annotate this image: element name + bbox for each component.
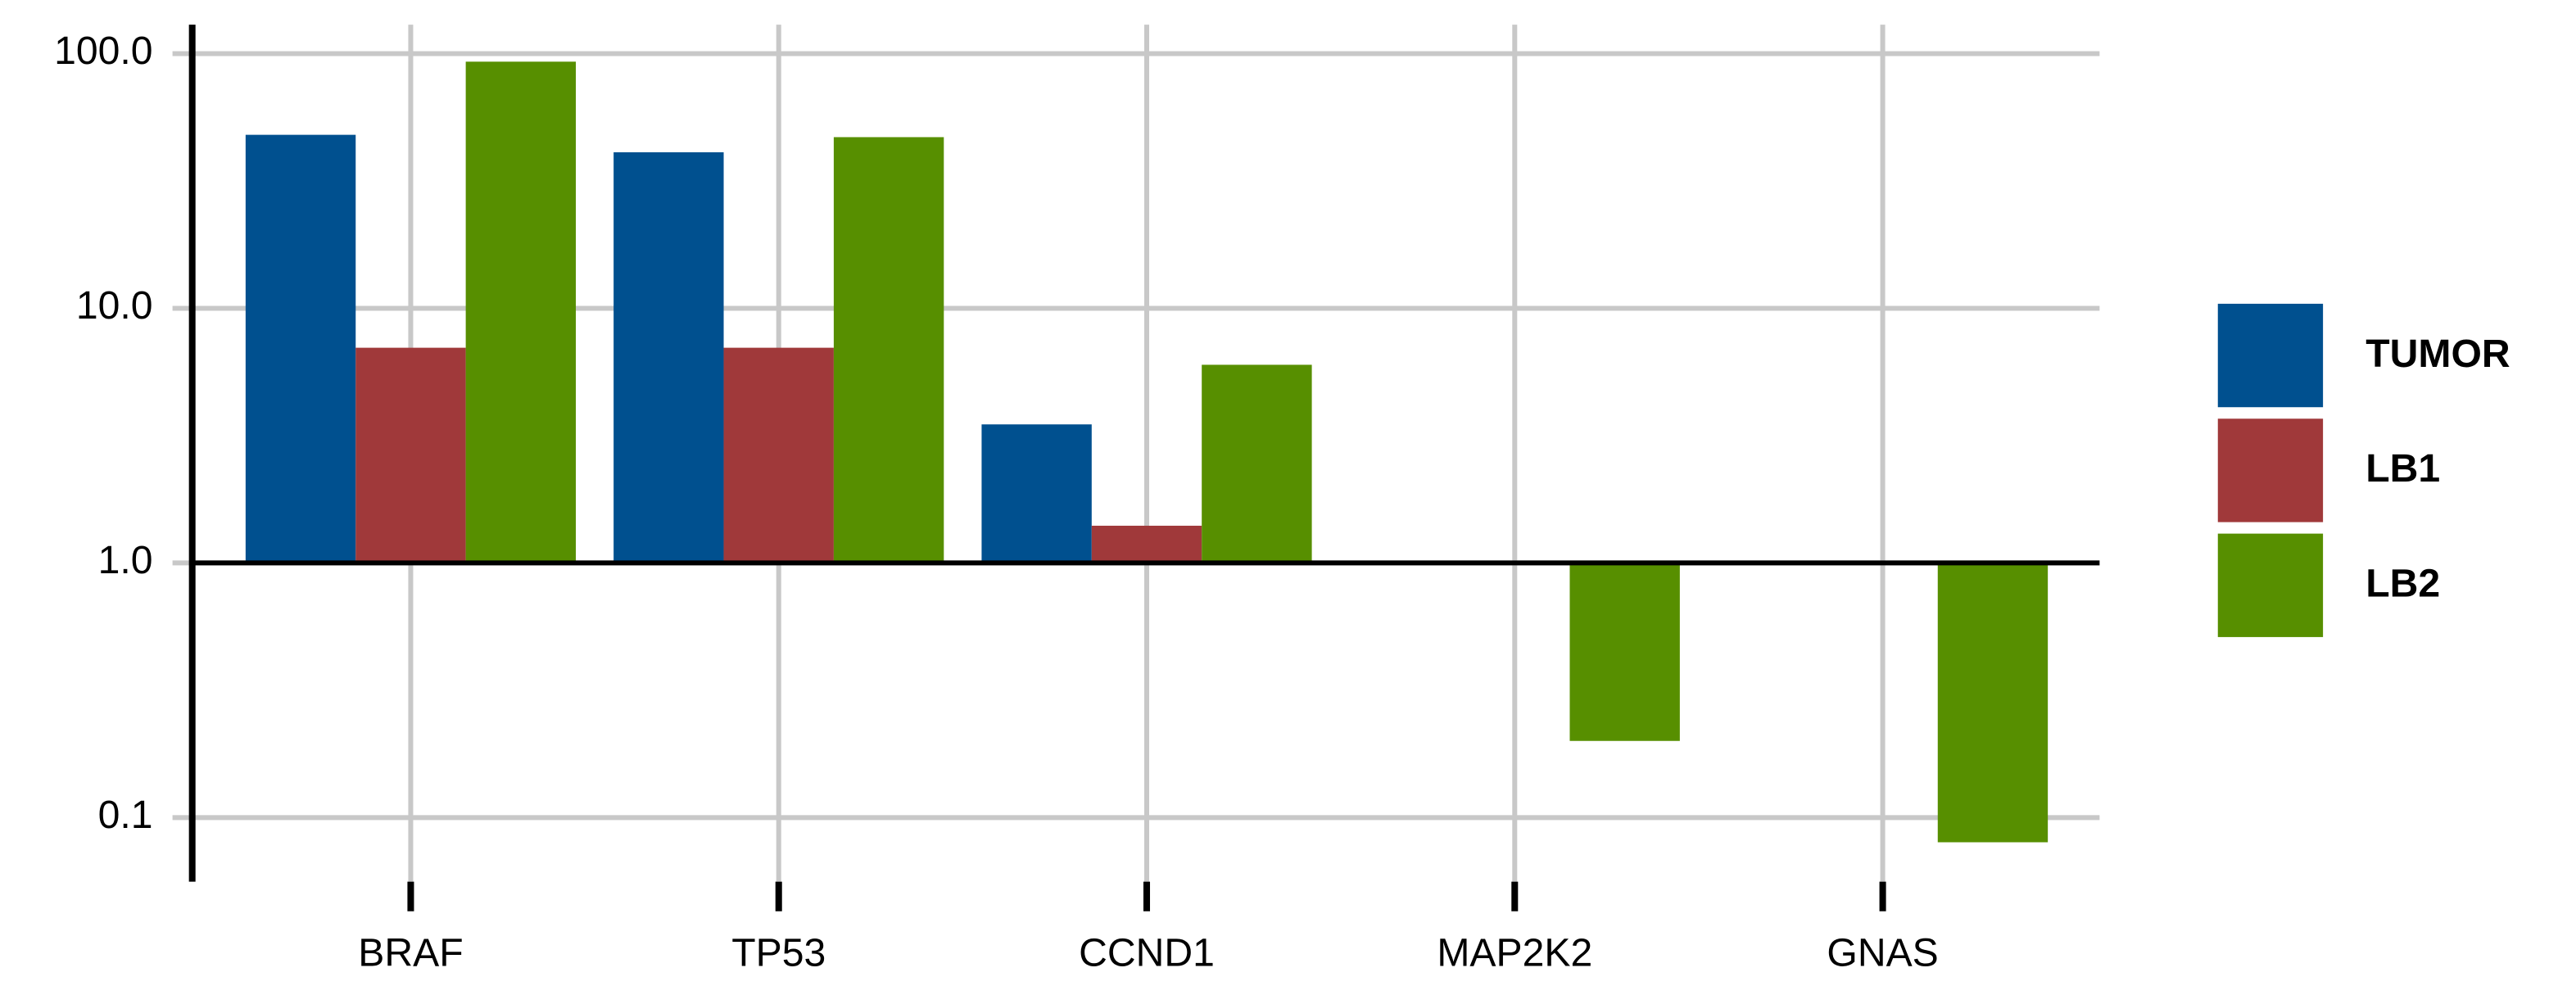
bar	[1569, 563, 1680, 741]
x-tick-label: GNAS	[1827, 931, 1938, 975]
legend-swatch	[2217, 533, 2324, 637]
axes: 100.0 10.0 1.0 0.1 BRAF TP53 CCND1 MAP2K2 GNAS	[54, 25, 2100, 975]
legend-swatch	[2217, 418, 2324, 522]
y-tick-label: 100.0	[54, 29, 152, 73]
bar	[981, 424, 1092, 563]
y-tick-label: 0.1	[98, 793, 153, 837]
y-tick-label: 1.0	[98, 538, 153, 582]
bar	[355, 347, 466, 563]
y-tick-label: 10.0	[76, 283, 153, 328]
x-tick-label: CCND1	[1079, 931, 1215, 975]
bar	[465, 61, 577, 563]
bar	[245, 134, 356, 563]
x-tick-label: BRAF	[358, 931, 463, 975]
legend-label: TUMOR	[2365, 332, 2510, 376]
x-tick-label: MAP2K2	[1437, 931, 1592, 975]
legend: TUMOR LB1 LB2	[2217, 303, 2510, 637]
bars	[245, 61, 2049, 843]
bar	[1937, 563, 2049, 843]
bar	[1202, 364, 1312, 563]
legend-label: LB1	[2365, 446, 2440, 491]
bar	[833, 137, 944, 563]
bar	[723, 347, 834, 563]
bar	[1091, 525, 1202, 563]
bar	[613, 152, 724, 563]
x-tick-label: TP53	[731, 931, 826, 975]
legend-label: LB2	[2365, 561, 2440, 605]
legend-swatch	[2217, 303, 2324, 408]
